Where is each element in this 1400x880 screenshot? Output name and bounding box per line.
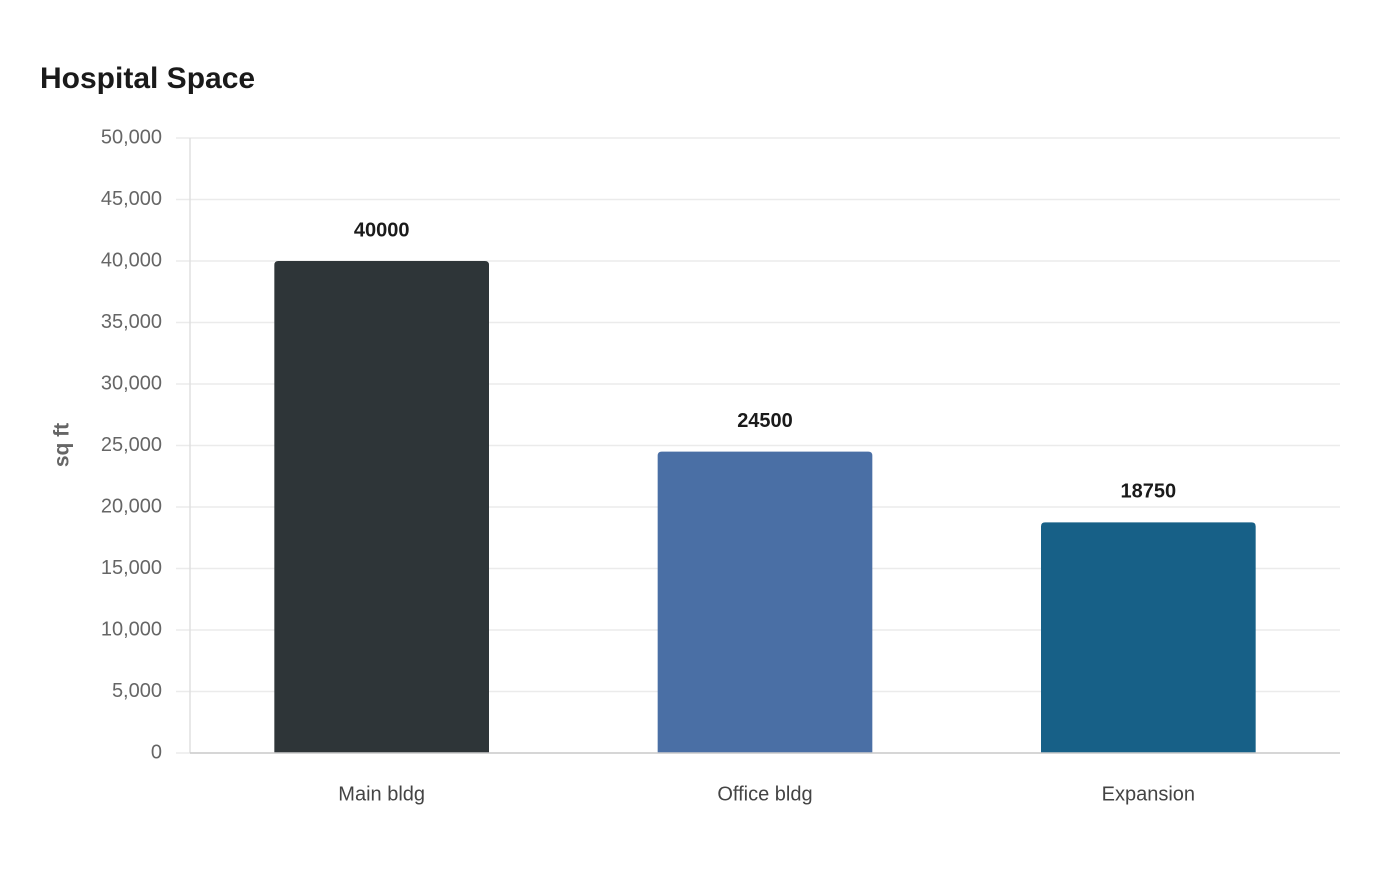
y-tick-label: 25,000	[101, 434, 162, 456]
bar	[1041, 522, 1256, 753]
y-tick-label: 35,000	[101, 311, 162, 333]
y-tick-label: 20,000	[101, 495, 162, 517]
data-label: 40000	[354, 219, 410, 241]
y-tick-label: 5,000	[112, 680, 162, 702]
y-tick-label: 30,000	[101, 372, 162, 394]
y-tick-label: 50,000	[101, 126, 162, 148]
data-label: 24500	[737, 410, 793, 432]
data-label: 18750	[1121, 481, 1177, 503]
bar	[274, 261, 489, 753]
chart-title: Hospital Space	[40, 62, 255, 95]
y-tick-label: 0	[151, 741, 162, 763]
y-tick-label: 45,000	[101, 188, 162, 210]
y-tick-label: 40,000	[101, 249, 162, 271]
x-tick-label: Office bldg	[717, 783, 812, 805]
y-tick-label: 15,000	[101, 557, 162, 579]
bar	[657, 451, 873, 753]
y-axis-label: sq ft	[51, 423, 74, 467]
y-tick-label: 10,000	[101, 618, 162, 640]
x-tick-label: Main bldg	[338, 783, 425, 805]
x-tick-label: Expansion	[1102, 783, 1195, 805]
